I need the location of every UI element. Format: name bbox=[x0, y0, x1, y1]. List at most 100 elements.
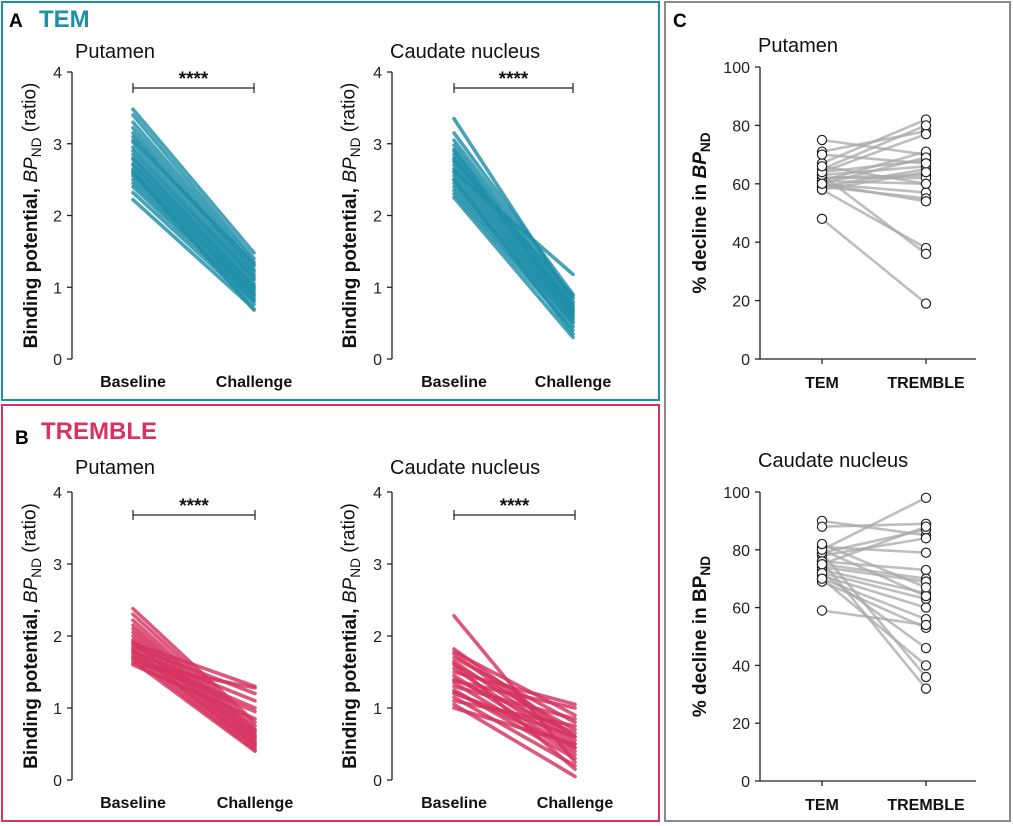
point-tremble-19 bbox=[920, 590, 932, 602]
y-tick-label: 0 bbox=[373, 773, 382, 790]
chart-b-caudate: Caudate nucleus 0 1 2 3 4 Binding potential, B… bbox=[339, 457, 614, 812]
y-tick-label: 60 bbox=[732, 177, 750, 194]
x-tick-label: TEM bbox=[805, 375, 839, 392]
series-line-2 bbox=[452, 131, 575, 297]
series-line-21 bbox=[452, 661, 577, 772]
point-tem-1 bbox=[816, 134, 828, 146]
series-line-21 bbox=[452, 177, 575, 336]
series-line-22 bbox=[820, 182, 928, 203]
panel-a-tem: A TEM bbox=[1, 1, 660, 401]
point-tremble-15 bbox=[920, 166, 932, 178]
panel-c-decline: C bbox=[664, 1, 1011, 822]
y-tick-label: 80 bbox=[732, 118, 750, 135]
y-tick-label: 2 bbox=[53, 209, 62, 226]
series-line-22 bbox=[452, 690, 577, 750]
series-line-18 bbox=[452, 702, 577, 779]
series-line-1 bbox=[131, 107, 256, 255]
series-line-14 bbox=[820, 580, 928, 630]
point-tremble-12 bbox=[920, 602, 932, 613]
x-tick-label: Baseline bbox=[100, 795, 166, 812]
series-line-4 bbox=[820, 124, 928, 171]
point-tremble-17 bbox=[920, 248, 932, 260]
series-line-16 bbox=[820, 551, 928, 679]
series-line-11 bbox=[820, 571, 928, 601]
y-tick-label: 0 bbox=[373, 352, 382, 369]
y-tick-label: 0 bbox=[53, 352, 62, 369]
series-line-9 bbox=[452, 670, 577, 707]
point-tem-18 bbox=[816, 605, 828, 616]
chart-title: Putamen bbox=[75, 41, 155, 63]
series-line-15 bbox=[820, 571, 928, 650]
y-tick-label: 4 bbox=[373, 65, 382, 82]
x-tick-label: Challenge bbox=[216, 374, 293, 391]
series-line-21 bbox=[820, 577, 928, 667]
y-tick-label: 2 bbox=[373, 209, 382, 226]
y-tick-label: 1 bbox=[53, 701, 62, 718]
series-line-25 bbox=[131, 138, 256, 267]
chart-title: Caudate nucleus bbox=[758, 450, 908, 472]
series-line-19 bbox=[820, 217, 928, 305]
series-line-3 bbox=[131, 120, 256, 264]
point-tremble-6 bbox=[920, 533, 932, 544]
point-tremble-16 bbox=[920, 671, 932, 683]
point-tremble-4 bbox=[920, 492, 932, 503]
series-line-19 bbox=[452, 169, 575, 277]
x-tick-label: TREMBLE bbox=[887, 375, 965, 392]
point-tem-21 bbox=[816, 149, 828, 160]
point-tremble-3 bbox=[920, 547, 932, 558]
series-line-22 bbox=[820, 525, 928, 566]
point-tremble-15 bbox=[920, 642, 932, 654]
series-line-16 bbox=[452, 695, 577, 768]
series-line-24 bbox=[131, 170, 256, 313]
significance-label: **** bbox=[179, 496, 209, 517]
series-line-18 bbox=[452, 195, 575, 340]
chart-c-putamen: Putamen 0 20 40 60 80 100 % decline in BPND TEM T… bbox=[690, 35, 976, 392]
y-tick-label: 60 bbox=[732, 601, 750, 618]
point-tem-22 bbox=[816, 178, 828, 189]
point-tremble-21 bbox=[920, 158, 932, 169]
series-line-21 bbox=[131, 185, 256, 304]
point-tremble-7 bbox=[920, 564, 932, 576]
series-line-11 bbox=[452, 677, 577, 736]
y-axis-label: Binding potential, BPND (ratio) bbox=[339, 83, 363, 349]
y-tick-label: 3 bbox=[373, 557, 382, 574]
series-line-17 bbox=[820, 560, 928, 690]
chart-title: Caudate nucleus bbox=[390, 41, 540, 63]
y-tick-label: 1 bbox=[53, 280, 62, 297]
chart-title: Caudate nucleus bbox=[390, 457, 540, 479]
point-tem-20 bbox=[816, 161, 828, 172]
series-line-20 bbox=[452, 157, 575, 298]
series-line-2 bbox=[131, 113, 256, 261]
y-tick-label: 80 bbox=[732, 543, 750, 560]
series-line-21 bbox=[820, 153, 928, 165]
y-tick-label: 40 bbox=[732, 658, 750, 675]
panel-letter-c: C bbox=[673, 11, 687, 32]
x-tick-label: Baseline bbox=[421, 374, 487, 391]
series-line-21 bbox=[131, 661, 257, 690]
series-line-20 bbox=[820, 542, 928, 589]
y-tick-label: 1 bbox=[373, 280, 382, 297]
x-tick-label: Challenge bbox=[217, 795, 294, 812]
point-tem-20 bbox=[816, 538, 828, 550]
group-title-tem: TEM bbox=[39, 6, 90, 33]
chart-a-putamen: Putamen 0 1 2 3 4 Binding potential, BPND (rat… bbox=[20, 41, 293, 391]
series-line-14 bbox=[820, 167, 928, 189]
y-axis-label: % decline in BPND bbox=[690, 132, 713, 293]
y-tick-label: 1 bbox=[373, 701, 382, 718]
y-tick-label: 100 bbox=[723, 60, 750, 77]
chart-title: Putamen bbox=[758, 35, 838, 57]
y-tick-label: 0 bbox=[53, 773, 62, 790]
panel-letter-a: A bbox=[9, 11, 23, 32]
series-line-18 bbox=[820, 132, 928, 174]
point-tremble-18 bbox=[920, 128, 932, 140]
y-tick-label: 4 bbox=[53, 65, 62, 82]
y-tick-label: 0 bbox=[741, 774, 750, 791]
point-tremble-20 bbox=[920, 582, 932, 593]
y-tick-label: 20 bbox=[732, 716, 750, 733]
y-tick-label: 3 bbox=[373, 137, 382, 154]
y-tick-label: 3 bbox=[53, 137, 62, 154]
significance-label: **** bbox=[499, 69, 529, 90]
point-tem-22 bbox=[816, 559, 828, 570]
series-line-20 bbox=[452, 678, 577, 710]
